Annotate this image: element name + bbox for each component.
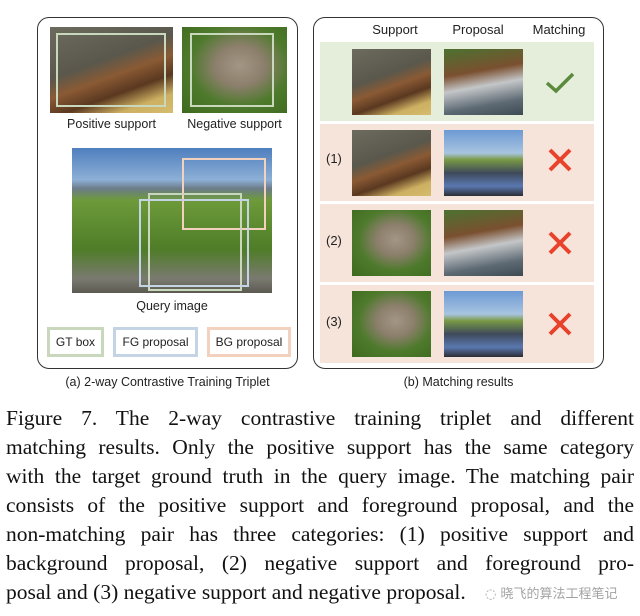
- caption-line: posal and (3) negative support and negat…: [6, 580, 466, 604]
- positive-support-label: Positive support: [67, 117, 156, 131]
- proposal-image: [444, 130, 523, 196]
- panel-a-caption: (a) 2-way Contrastive Training Triplet: [65, 375, 270, 389]
- header-proposal: Proposal: [452, 22, 504, 37]
- fg-proposal-box: [139, 199, 249, 287]
- gt-box: [190, 33, 274, 107]
- support-image: [352, 210, 431, 276]
- gt-box: [56, 33, 166, 107]
- legend-fg-proposal: FG proposal: [113, 327, 198, 357]
- support-image: [352, 49, 431, 115]
- caption-line: with the target ground truth in the quer…: [6, 464, 634, 488]
- gt-box: [148, 193, 242, 291]
- negative-support-label: Negative support: [187, 117, 282, 131]
- legend-bg-proposal: BG proposal: [207, 327, 291, 357]
- cross-icon: [548, 312, 572, 336]
- legend-gt-box: GT box: [47, 327, 104, 357]
- proposal-image: [444, 49, 523, 115]
- header-matching: Matching: [532, 22, 586, 37]
- figure-caption: Figure 7. The 2-way contrastive training…: [6, 404, 634, 607]
- negative-support-image: [182, 27, 287, 113]
- caption-line: non-matching pair has three categories: …: [6, 522, 634, 546]
- query-image: [72, 148, 272, 293]
- caption-line: background proposal, (2) negative suppor…: [6, 551, 634, 575]
- proposal-image: [444, 210, 523, 276]
- caption-line: matching results. Only the positive supp…: [6, 435, 634, 459]
- cross-icon: [548, 231, 572, 255]
- support-image: [352, 130, 431, 196]
- cross-icon: [548, 148, 572, 172]
- positive-support-image: [50, 27, 173, 113]
- row-label: (3): [326, 314, 342, 329]
- row-label: (1): [326, 151, 342, 166]
- wechat-icon: ◌: [485, 587, 501, 602]
- watermark: ◌ 晓飞的算法工程笔记: [485, 583, 618, 602]
- support-image: [352, 291, 431, 357]
- watermark-text: 晓飞的算法工程笔记: [500, 587, 618, 602]
- proposal-image: [444, 291, 523, 357]
- caption-line: Figure 7. The 2-way contrastive training…: [6, 406, 634, 430]
- header-support: Support: [372, 22, 418, 37]
- row-label: (2): [326, 233, 342, 248]
- query-image-label: Query image: [136, 299, 208, 313]
- panel-b-caption: (b) Matching results: [403, 375, 514, 389]
- caption-line: consists of the positive support and for…: [6, 493, 634, 517]
- check-icon: [545, 72, 575, 94]
